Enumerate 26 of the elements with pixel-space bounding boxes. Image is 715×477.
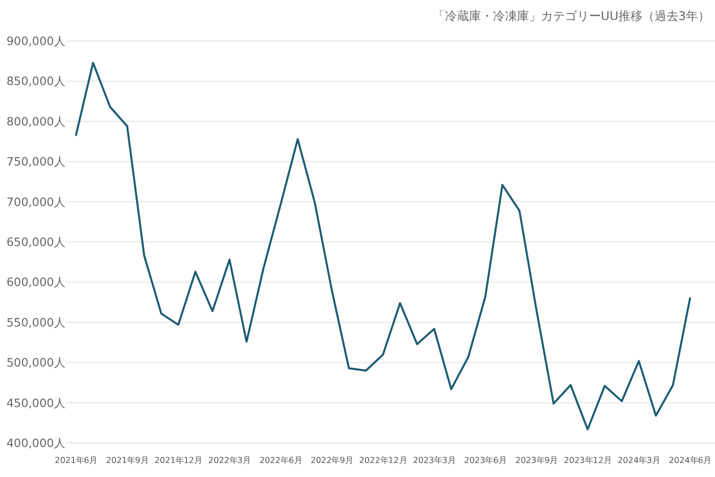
x-tick-label: 2021年6月: [54, 455, 98, 465]
y-tick-label: 800,000人: [6, 114, 66, 128]
x-tick-label: 2021年9月: [106, 455, 148, 465]
x-tick-label: 2024年6月: [668, 455, 712, 465]
x-tick-label: 2021年12月: [154, 455, 202, 465]
x-tick-label: 2023年3月: [412, 455, 456, 465]
x-tick-label: 2023年6月: [464, 455, 507, 465]
x-tick-label: 2022年3月: [208, 455, 251, 465]
line-series: [75, 62, 691, 430]
y-tick-label: 400,000人: [6, 436, 66, 450]
x-tick-label: 2022年6月: [259, 455, 302, 465]
y-tick-label: 750,000人: [6, 154, 66, 169]
y-tick-label: 650,000人: [6, 235, 66, 249]
y-tick-label: 450,000人: [6, 396, 66, 410]
chart-title: 「冷蔵庫・冷凍庫」カテゴリーUU推移（過去3年）: [432, 9, 710, 23]
x-tick-label: 2023年12月: [564, 455, 612, 465]
y-tick-label: 850,000人: [6, 74, 66, 88]
x-tick-label: 2022年9月: [310, 455, 354, 465]
y-tick-label: 700,000人: [6, 194, 66, 209]
y-tick-label: 500,000人: [6, 356, 66, 370]
y-tick-label: 600,000人: [6, 275, 66, 290]
y-tick-label: 550,000人: [6, 315, 66, 330]
x-tick-label: 2023年9月: [515, 455, 558, 465]
x-tick-label: 2024年3月: [618, 455, 660, 465]
x-tick-label: 2022年12月: [359, 455, 407, 465]
y-tick-label: 900,000人: [6, 34, 66, 48]
